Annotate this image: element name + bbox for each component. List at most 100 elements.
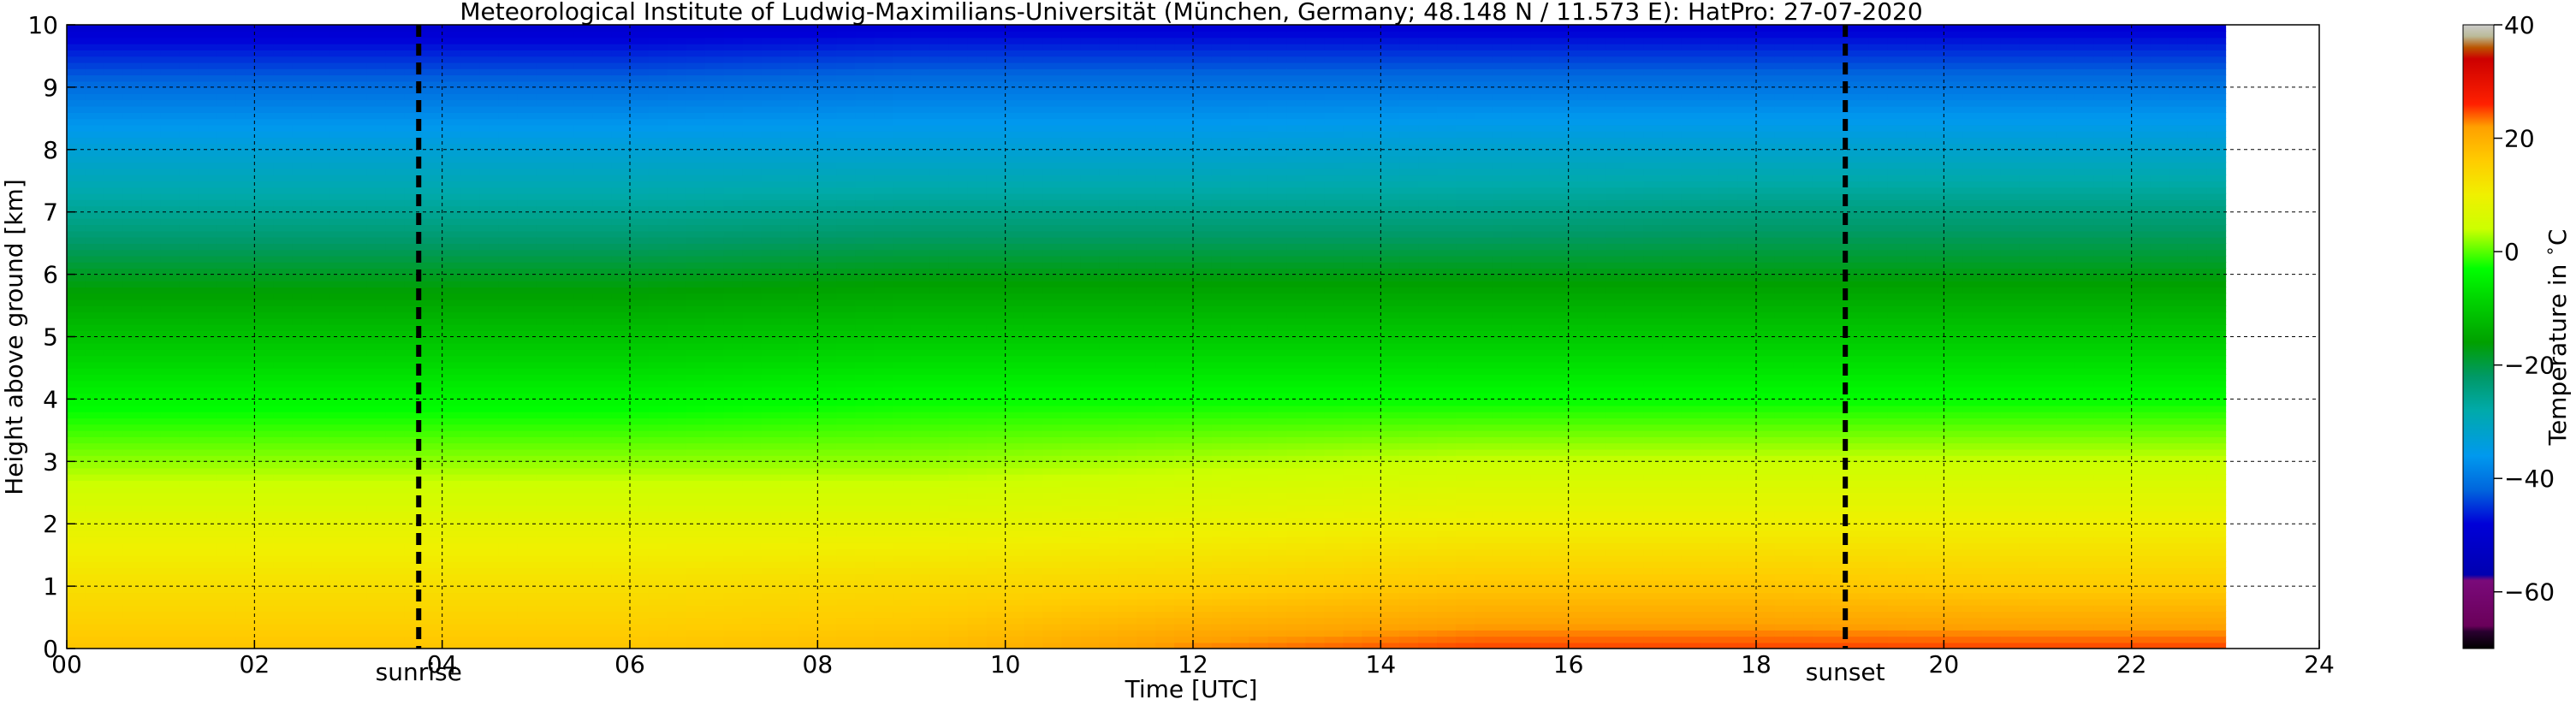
heatmap-cell: [366, 118, 387, 126]
heatmap-cell: [460, 630, 481, 637]
heatmap-cell: [573, 199, 593, 207]
heatmap-cell: [911, 211, 931, 219]
heatmap-cell: [198, 517, 218, 524]
heatmap-cell: [761, 80, 781, 88]
heatmap-cell: [648, 224, 668, 232]
heatmap-cell: [742, 287, 763, 294]
heatmap-cell: [292, 211, 312, 219]
heatmap-cell: [817, 143, 838, 151]
heatmap-cell: [517, 461, 537, 469]
heatmap-cell: [761, 305, 781, 313]
heatmap-cell: [536, 224, 556, 232]
heatmap-cell: [948, 105, 969, 113]
heatmap-cell: [611, 355, 631, 363]
heatmap-cell: [311, 31, 330, 39]
heatmap-cell: [198, 548, 218, 556]
heatmap-cell: [235, 311, 256, 319]
heatmap-cell: [704, 424, 725, 431]
heatmap-cell: [929, 411, 950, 419]
heatmap-cell: [855, 636, 875, 643]
heatmap-cell: [329, 93, 349, 101]
heatmap-cell: [948, 517, 969, 524]
heatmap-cell: [817, 268, 838, 275]
heatmap-cell: [893, 37, 912, 44]
heatmap-cell: [704, 430, 725, 437]
heatmap-cell: [366, 448, 387, 456]
heatmap-cell: [686, 86, 706, 94]
heatmap-cell: [385, 330, 406, 338]
heatmap-cell: [273, 554, 293, 562]
heatmap-cell: [85, 567, 105, 575]
heatmap-cell: [179, 43, 199, 50]
heatmap-cell: [630, 442, 650, 450]
heatmap-cell: [179, 112, 199, 120]
heatmap-cell: [160, 86, 181, 94]
heatmap-cell: [67, 405, 86, 412]
heatmap-cell: [817, 211, 838, 219]
heatmap-cell: [648, 31, 668, 39]
heatmap-cell: [122, 467, 143, 475]
heatmap-cell: [517, 224, 537, 232]
heatmap-cell: [273, 542, 293, 550]
heatmap-cell: [479, 323, 500, 332]
heatmap-cell: [292, 25, 312, 33]
heatmap-cell: [893, 524, 912, 531]
heatmap-cell: [817, 168, 838, 175]
heatmap-cell: [217, 156, 237, 163]
heatmap-cell: [667, 418, 687, 425]
heatmap-cell: [836, 573, 856, 581]
heatmap-cell: [893, 330, 912, 338]
heatmap-cell: [423, 193, 443, 200]
heatmap-cell: [442, 268, 462, 275]
heatmap-cell: [104, 305, 124, 313]
heatmap-cell: [348, 224, 368, 232]
heatmap-cell: [686, 386, 706, 394]
heatmap-cell: [929, 554, 950, 562]
heatmap-cell: [85, 430, 105, 437]
heatmap-cell: [817, 68, 838, 76]
heatmap-cell: [104, 505, 124, 512]
heatmap-cell: [122, 112, 143, 120]
heatmap-cell: [235, 554, 256, 562]
heatmap-cell: [179, 455, 199, 463]
heatmap-cell: [555, 630, 574, 637]
heatmap-cell: [85, 249, 105, 257]
heatmap-cell: [893, 517, 912, 524]
heatmap-cell: [836, 80, 856, 88]
heatmap-cell: [911, 355, 931, 363]
heatmap-cell: [366, 86, 387, 94]
heatmap-cell: [348, 492, 368, 500]
heatmap-cell: [348, 93, 368, 101]
heatmap-cell: [798, 93, 819, 101]
heatmap-cell: [479, 604, 500, 613]
heatmap-cell: [104, 480, 124, 488]
heatmap-cell: [122, 174, 143, 182]
heatmap-cell: [198, 636, 218, 643]
heatmap-cell: [385, 224, 406, 232]
heatmap-cell: [404, 579, 424, 587]
heatmap-cell: [686, 560, 706, 569]
heatmap-cell: [423, 592, 443, 600]
heatmap-cell: [254, 560, 275, 569]
heatmap-cell: [160, 249, 181, 257]
heatmap-cell: [836, 211, 856, 219]
heatmap-cell: [479, 255, 500, 263]
heatmap-cell: [254, 336, 275, 344]
heatmap-cell: [573, 542, 593, 550]
heatmap-cell: [592, 287, 612, 294]
heatmap-cell: [254, 592, 275, 600]
heatmap-cell: [555, 342, 574, 350]
heatmap-cell: [498, 137, 519, 145]
heatmap-cell: [893, 405, 912, 412]
heatmap-cell: [442, 287, 462, 294]
heatmap-cell: [967, 617, 988, 625]
heatmap-cell: [798, 236, 819, 244]
heatmap-cell: [836, 554, 856, 562]
heatmap-cell: [67, 499, 86, 507]
heatmap-cell: [874, 56, 893, 63]
heatmap-cell: [929, 486, 950, 494]
heatmap-cell: [273, 548, 293, 556]
heatmap-cell: [704, 492, 725, 500]
heatmap-cell: [67, 361, 86, 369]
heatmap-cell: [517, 386, 537, 394]
